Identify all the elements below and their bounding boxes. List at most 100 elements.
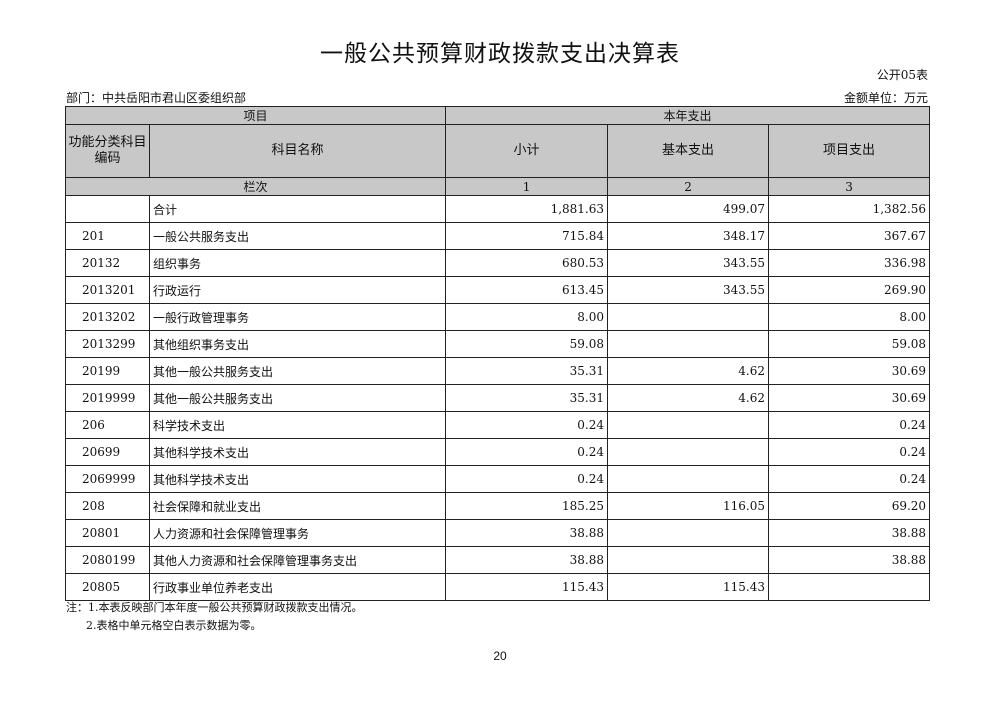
header-item: 项目	[64, 106, 447, 125]
department-label: 部门：中共岳阳市君山区委组织部	[66, 91, 247, 105]
cell-name: 人力资源和社会保障管理事务	[148, 519, 447, 547]
cell-basic: 348.17	[607, 222, 770, 250]
table-row: 20801 人力资源和社会保障管理事务 38.88 38.88	[65, 519, 931, 547]
cell-subtotal: 613.45	[445, 276, 609, 304]
header-project: 项目支出	[768, 124, 931, 178]
cell-name: 其他科学技术支出	[148, 438, 447, 466]
cell-basic	[607, 330, 770, 358]
cell-project: 38.88	[768, 519, 931, 547]
cell-basic	[607, 465, 770, 493]
header-col2: 2	[607, 177, 770, 196]
cell-subtotal: 680.53	[445, 249, 609, 277]
cell-code: 2013299	[65, 330, 150, 358]
cell-name: 行政运行	[148, 276, 447, 304]
cell-project: 0.24	[768, 411, 931, 439]
cell-subtotal: 35.31	[445, 384, 609, 412]
cell-subtotal: 715.84	[445, 222, 609, 250]
cell-basic: 4.62	[607, 357, 770, 385]
cell-code: 201	[65, 222, 150, 250]
cell-project: 367.67	[768, 222, 931, 250]
cell-code: 208	[65, 492, 150, 520]
cell-project: 8.00	[768, 303, 931, 331]
cell-name: 一般公共服务支出	[148, 222, 447, 250]
cell-code: 2013201	[65, 276, 150, 304]
cell-project: 1,382.56	[768, 195, 931, 223]
cell-basic	[607, 411, 770, 439]
table-row: 20199 其他一般公共服务支出 35.31 4.62 30.69	[65, 357, 931, 385]
cell-code: 20699	[65, 438, 150, 466]
cell-name: 行政事业单位养老支出	[148, 573, 447, 601]
cell-subtotal: 38.88	[445, 546, 609, 574]
cell-name: 组织事务	[148, 249, 447, 277]
cell-name: 其他组织事务支出	[148, 330, 447, 358]
cell-name: 社会保障和就业支出	[148, 492, 447, 520]
header-current-year: 本年支出	[445, 106, 931, 125]
cell-project: 30.69	[768, 384, 931, 412]
header-col3: 3	[768, 177, 931, 196]
cell-name: 其他一般公共服务支出	[148, 384, 447, 412]
cell-basic: 116.05	[607, 492, 770, 520]
cell-basic	[607, 546, 770, 574]
header-column-order: 栏次	[64, 177, 447, 196]
cell-project: 30.69	[768, 357, 931, 385]
unit-label: 金额单位：万元	[843, 91, 928, 105]
table-row: 2069999 其他科学技术支出 0.24 0.24	[65, 465, 931, 493]
cell-code: 2019999	[65, 384, 150, 412]
cell-subtotal: 185.25	[445, 492, 609, 520]
cell-name: 其他一般公共服务支出	[148, 357, 447, 385]
cell-name: 其他科学技术支出	[148, 465, 447, 493]
table-row: 208 社会保障和就业支出 185.25 116.05 69.20	[65, 492, 931, 520]
cell-basic: 343.55	[607, 249, 770, 277]
page-title: 一般公共预算财政拨款支出决算表	[320, 41, 680, 67]
cell-code: 2013202	[65, 303, 150, 331]
cell-subtotal: 59.08	[445, 330, 609, 358]
page-number: 20	[493, 649, 507, 663]
cell-project	[768, 573, 931, 601]
cell-subtotal: 0.24	[445, 438, 609, 466]
cell-basic	[607, 519, 770, 547]
cell-code	[65, 195, 150, 223]
cell-project: 38.88	[768, 546, 931, 574]
expenditure-table: 项目 本年支出 功能分类科目编码 科目名称 小计 基本支出 项目支出 栏次 1 2 3 合计 1,…	[64, 106, 931, 601]
note-1: 注：1.本表反映部门本年度一般公共预算财政拨款支出情况。	[66, 601, 363, 614]
table-row: 20132 组织事务 680.53 343.55 336.98	[65, 249, 931, 277]
header-code: 功能分类科目编码	[65, 124, 150, 178]
cell-basic: 343.55	[607, 276, 770, 304]
cell-name: 其他人力资源和社会保障管理事务支出	[148, 546, 447, 574]
table-row: 2013299 其他组织事务支出 59.08 59.08	[65, 330, 931, 358]
cell-project: 69.20	[768, 492, 931, 520]
cell-project: 269.90	[768, 276, 931, 304]
table-row: 20699 其他科学技术支出 0.24 0.24	[65, 438, 931, 466]
note-2: 2.表格中单元格空白表示数据为零。	[86, 619, 262, 632]
cell-basic	[607, 303, 770, 331]
cell-code: 20132	[65, 249, 150, 277]
header-col1: 1	[445, 177, 609, 196]
table-row: 合计 1,881.63 499.07 1,382.56	[65, 195, 931, 223]
cell-name: 一般行政管理事务	[148, 303, 447, 331]
cell-name: 合计	[148, 195, 447, 223]
cell-subtotal: 38.88	[445, 519, 609, 547]
cell-project: 59.08	[768, 330, 931, 358]
table-number: 公开05表	[876, 68, 928, 82]
cell-project: 336.98	[768, 249, 931, 277]
header-subtotal: 小计	[445, 124, 609, 178]
cell-code: 20805	[65, 573, 150, 601]
cell-basic	[607, 438, 770, 466]
cell-subtotal: 1,881.63	[445, 195, 609, 223]
cell-subtotal: 0.24	[445, 465, 609, 493]
cell-name: 科学技术支出	[148, 411, 447, 439]
cell-basic: 4.62	[607, 384, 770, 412]
cell-code: 2069999	[65, 465, 150, 493]
table-row: 2013202 一般行政管理事务 8.00 8.00	[65, 303, 931, 331]
cell-basic: 115.43	[607, 573, 770, 601]
cell-code: 206	[65, 411, 150, 439]
table-row: 2080199 其他人力资源和社会保障管理事务支出 38.88 38.88	[65, 546, 931, 574]
cell-code: 20199	[65, 357, 150, 385]
table-row: 2013201 行政运行 613.45 343.55 269.90	[65, 276, 931, 304]
table-row: 206 科学技术支出 0.24 0.24	[65, 411, 931, 439]
cell-code: 2080199	[65, 546, 150, 574]
cell-code: 20801	[65, 519, 150, 547]
cell-subtotal: 0.24	[445, 411, 609, 439]
table-row: 201 一般公共服务支出 715.84 348.17 367.67	[65, 222, 931, 250]
